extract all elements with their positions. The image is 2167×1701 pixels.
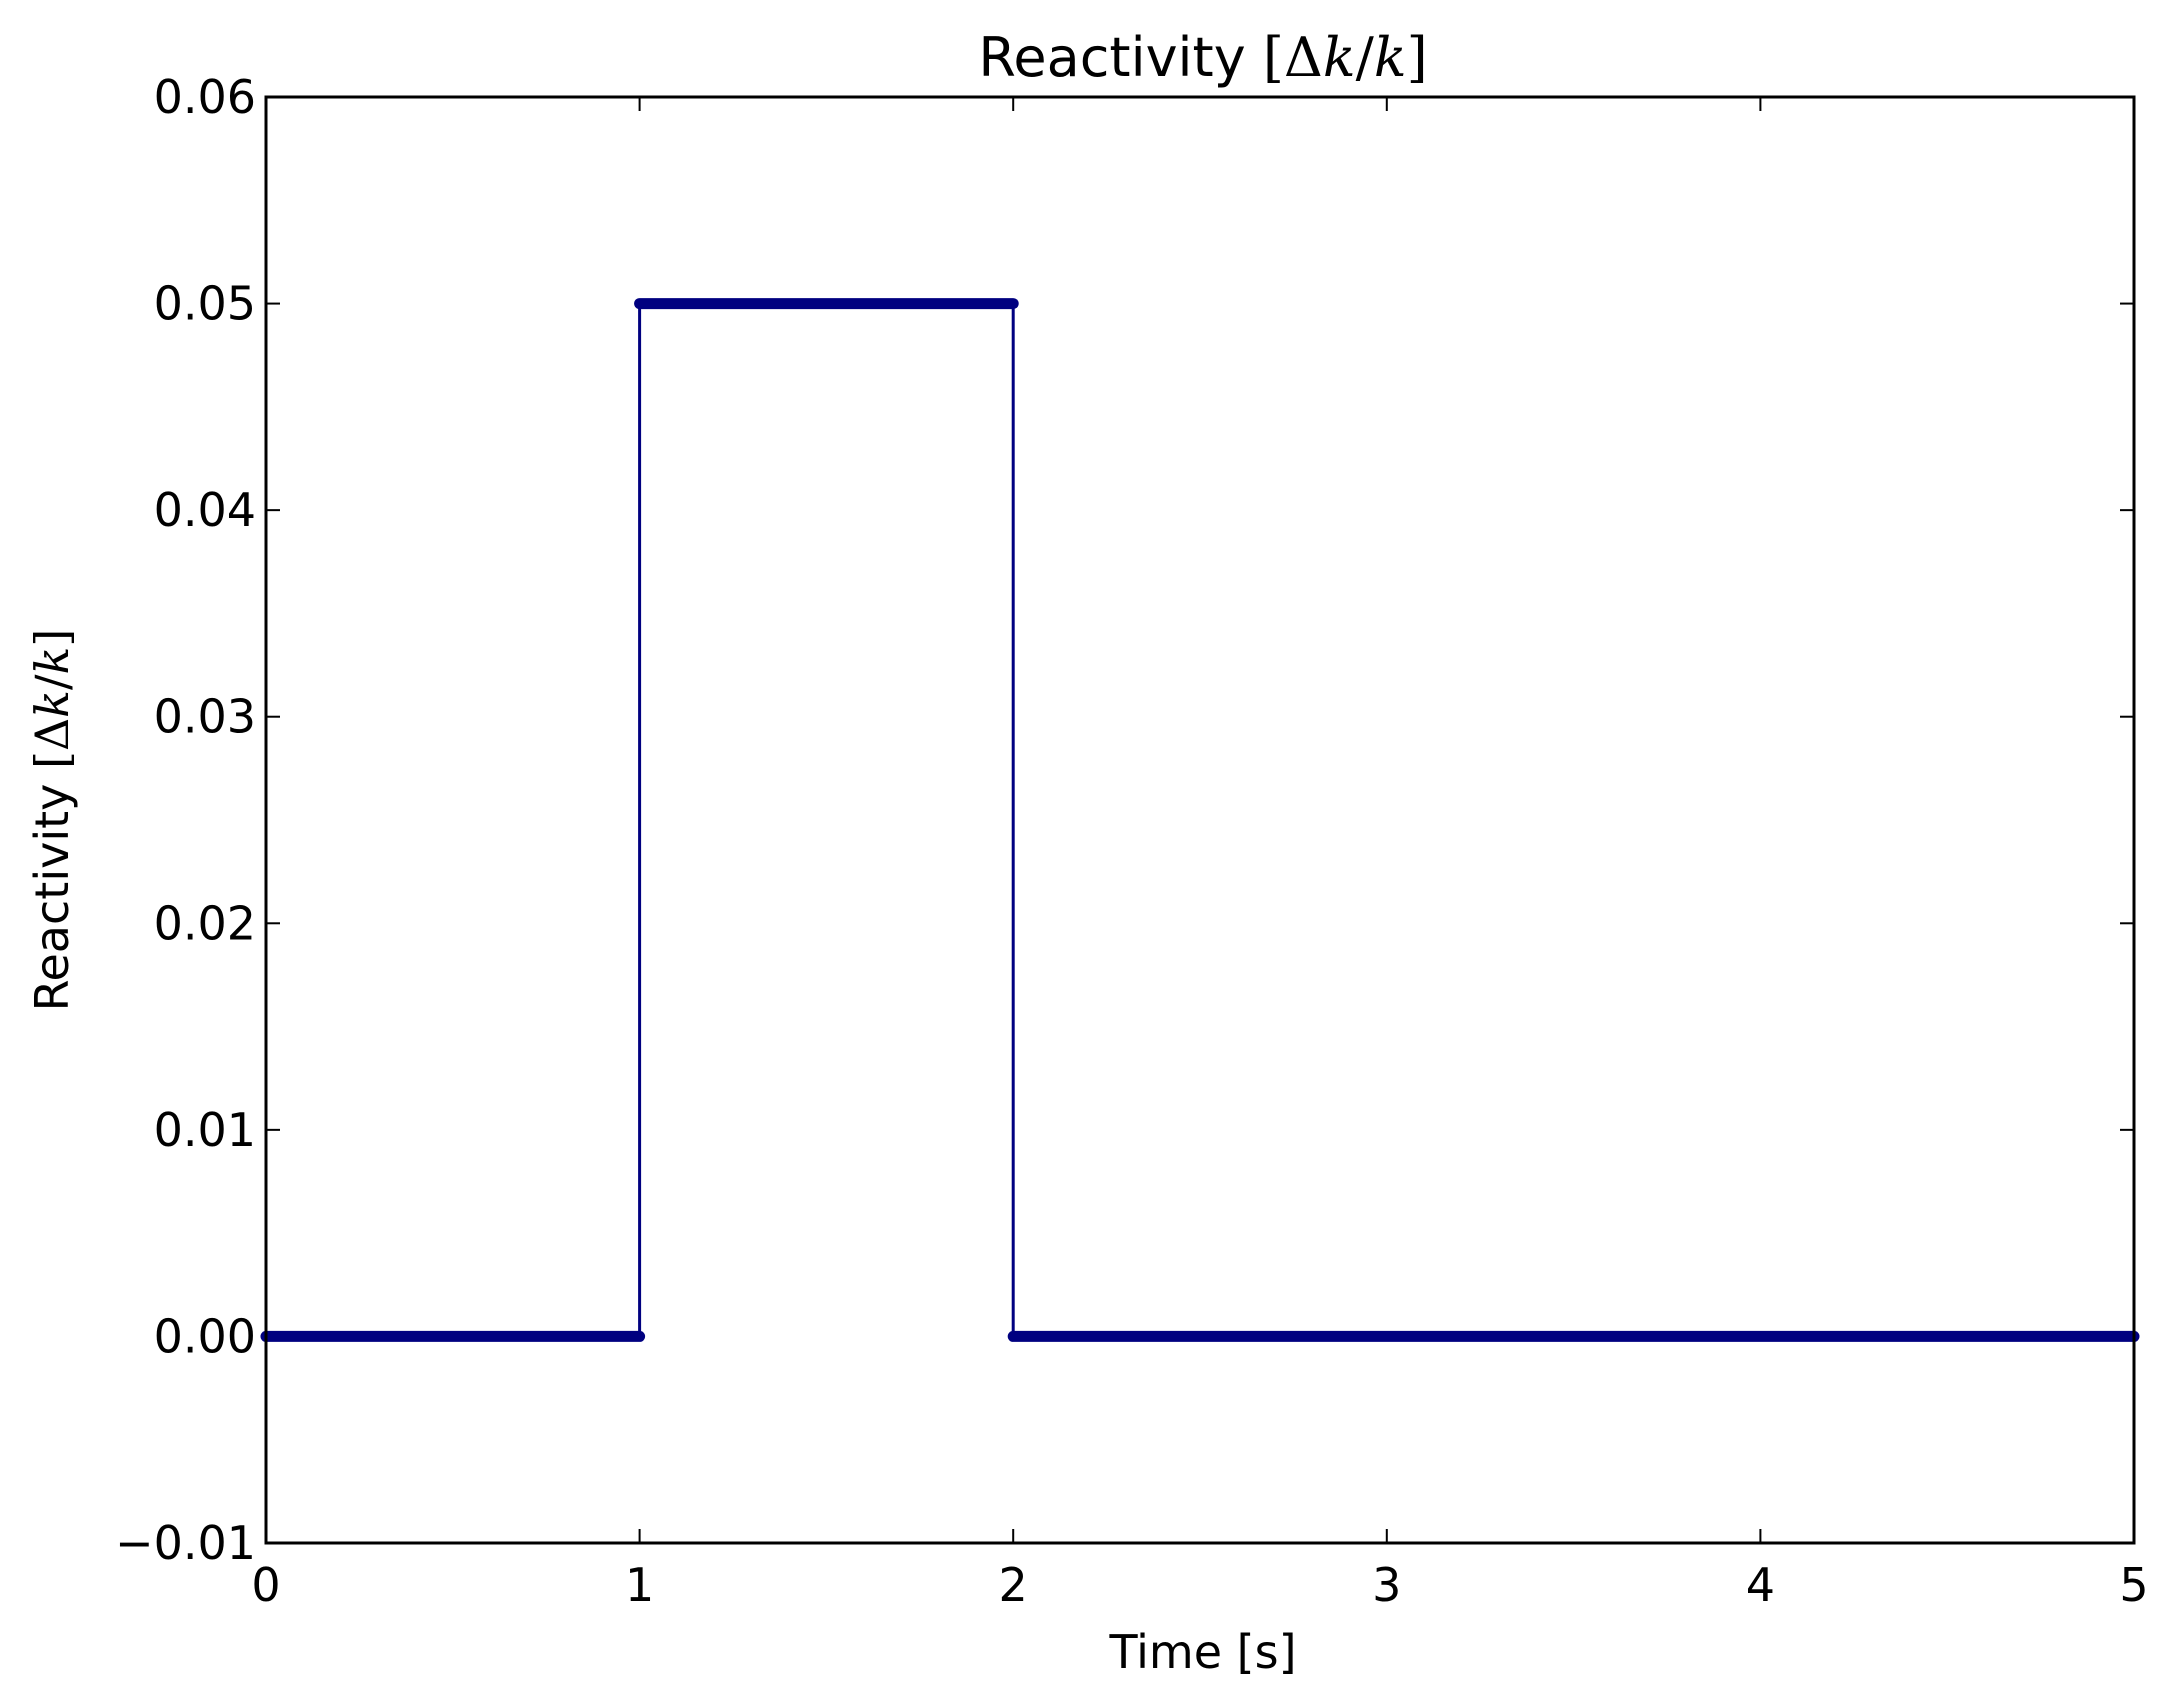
series-layer	[260, 298, 2140, 1342]
x-tick-label: 0	[251, 1558, 280, 1612]
x-axis-label: Time [s]	[1108, 1625, 1296, 1679]
x-tick-label: 1	[625, 1558, 654, 1612]
y-axis-label: Reactivity [Δk/k]	[25, 629, 79, 1012]
y-tick-label: 0.03	[154, 690, 256, 744]
tick-labels: 0 1 2 3 4 5 −0.01 0.00 0.01 0.02 0.03 0.04 0.05 0.06	[115, 70, 2149, 1612]
y-tick-label: 0.00	[154, 1309, 256, 1363]
y-tick-label: 0.01	[154, 1103, 256, 1157]
x-tick-label: 4	[1746, 1558, 1775, 1612]
chart-title: Reactivity [Δk/k]	[978, 26, 1427, 89]
x-tick-label: 5	[2119, 1558, 2148, 1612]
x-tick-label: 2	[999, 1558, 1028, 1612]
plot-area-frame	[264, 95, 2136, 1545]
x-tick-label: 3	[1372, 1558, 1401, 1612]
y-tick-label: 0.02	[154, 896, 256, 950]
y-tick-label: 0.05	[154, 277, 256, 331]
y-tick-label: 0.06	[154, 70, 256, 124]
y-tick-label: −0.01	[115, 1516, 256, 1570]
y-tick-label: 0.04	[154, 483, 256, 537]
